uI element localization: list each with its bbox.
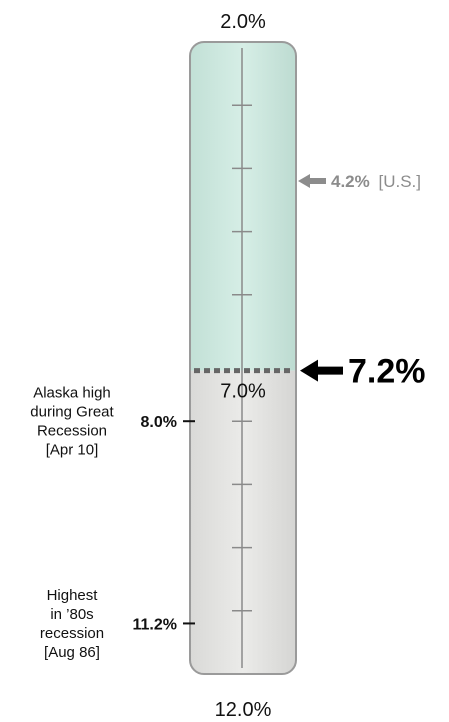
us-label-line: 4.2% [U.S.] xyxy=(331,172,421,191)
scale-mid-label: 7.0% xyxy=(220,381,266,403)
annotation-text-line: in ’80s xyxy=(50,606,93,623)
gauge-frame xyxy=(189,41,297,675)
gauge-fill-above xyxy=(190,42,296,371)
annotation: 11.2% Highest in ’80s recession [Aug 86] xyxy=(40,587,195,661)
annotation-value: 11.2% xyxy=(133,616,177,633)
annotation-text-line: Highest xyxy=(47,587,99,604)
annotation-text-line: recession xyxy=(40,625,104,642)
us-value: 4.2% xyxy=(331,172,370,191)
current-marker: 7.2% xyxy=(300,353,426,391)
annotations: 8.0% Alaska high during Great Recession [Apr… xyxy=(30,385,195,661)
us-marker: 4.2% [U.S.] xyxy=(298,172,421,191)
current-arrow-icon xyxy=(300,359,343,382)
us-arrow-icon xyxy=(298,174,326,189)
annotation-text-line: [Apr 10] xyxy=(46,442,99,459)
us-tag: [U.S.] xyxy=(378,172,421,191)
gauge-fill-below xyxy=(190,370,296,674)
annotation-text-line: Recession xyxy=(37,423,107,440)
gauge-tube xyxy=(189,41,297,675)
annotation-value: 8.0% xyxy=(141,414,177,431)
scale-bottom-label: 12.0% xyxy=(215,699,272,721)
annotation-text-line: during Great xyxy=(30,404,114,421)
annotation-text-line: [Aug 86] xyxy=(44,644,100,661)
annotation-text-line: Alaska high xyxy=(33,385,111,402)
annotation: 8.0% Alaska high during Great Recession [Apr… xyxy=(30,385,195,459)
current-value: 7.2% xyxy=(348,353,426,391)
gauge-ticks xyxy=(232,104,252,612)
scale-top-label: 2.0% xyxy=(220,11,266,33)
